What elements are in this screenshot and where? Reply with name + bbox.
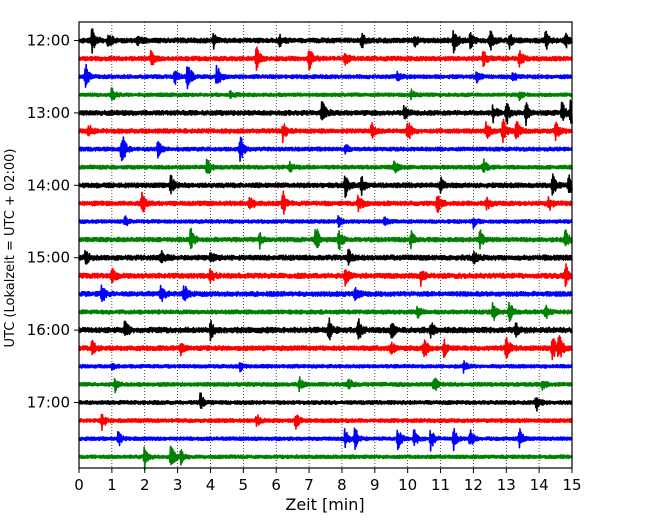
x-tick-label: 0 <box>74 476 84 494</box>
y-tick-label: 14:00 <box>27 176 70 194</box>
seismogram-trace-14:45 <box>78 227 573 251</box>
x-tick-label: 11 <box>431 476 450 494</box>
y-tick-label: 16:00 <box>27 321 70 339</box>
x-tick-label: 4 <box>206 476 216 494</box>
x-axis-label: Zeit [min] <box>285 495 364 514</box>
seismogram-trace-16:45 <box>78 376 573 394</box>
seismogram-trace-15:00 <box>78 248 573 266</box>
y-axis-ticks: 12:00 13:00 14:00 15:00 16:00 17:00 <box>27 32 79 412</box>
y-tick-label: 13:00 <box>27 104 70 122</box>
seismogram-trace-15:30 <box>78 284 573 303</box>
seismogram-trace-15:15 <box>78 263 573 288</box>
seismogram-trace-12:00 <box>78 28 573 54</box>
y-tick-label: 17:00 <box>27 394 70 412</box>
x-tick-label: 3 <box>173 476 183 494</box>
seismogram-trace-14:15 <box>78 190 573 215</box>
seismogram-trace-17:00 <box>78 392 573 412</box>
seismogram-trace-16:00 <box>78 317 573 342</box>
x-tick-label: 10 <box>398 476 417 494</box>
seismogram-trace-12:30 <box>78 63 573 90</box>
seismogram-trace-16:15 <box>78 335 573 361</box>
x-tick-label: 2 <box>140 476 150 494</box>
x-tick-label: 15 <box>562 476 581 494</box>
seismogram-trace-15:45 <box>78 301 573 323</box>
seismogram-trace-17:30 <box>78 427 573 452</box>
seismogram-trace-16:30 <box>78 360 573 374</box>
seismogram-trace-17:15 <box>78 413 573 432</box>
x-tick-label: 8 <box>337 476 347 494</box>
seismogram-trace-14:30 <box>78 215 573 230</box>
seismogram-traces <box>78 28 573 471</box>
x-tick-label: 13 <box>497 476 516 494</box>
x-tick-label: 14 <box>530 476 549 494</box>
x-tick-label: 9 <box>370 476 380 494</box>
seismogram-trace-13:30 <box>78 136 573 162</box>
minute-grid <box>111 22 540 468</box>
plot-frame <box>78 21 573 469</box>
x-tick-label: 5 <box>239 476 249 494</box>
seismogram-trace-12:45 <box>78 87 573 102</box>
x-tick-label: 12 <box>464 476 483 494</box>
seismogram-trace-13:45 <box>78 158 573 175</box>
y-tick-label: 12:00 <box>27 32 70 50</box>
x-axis-ticks: 0 1 2 3 4 5 6 7 8 9 10 11 12 13 14 15 <box>74 468 582 494</box>
seismogram-trace-14:00 <box>78 173 573 199</box>
y-tick-label: 15:00 <box>27 249 70 267</box>
y-axis-label: UTC (Lokalzeit = UTC + 02:00) <box>3 149 18 348</box>
seismogram-trace-17:45 <box>78 445 573 471</box>
seismogram-trace-12:15 <box>78 46 573 71</box>
seismogram-trace-13:15 <box>78 118 573 144</box>
x-tick-label: 1 <box>107 476 117 494</box>
x-tick-label: 6 <box>271 476 281 494</box>
x-tick-label: 7 <box>304 476 314 494</box>
seismogram-trace-13:00 <box>78 99 573 127</box>
